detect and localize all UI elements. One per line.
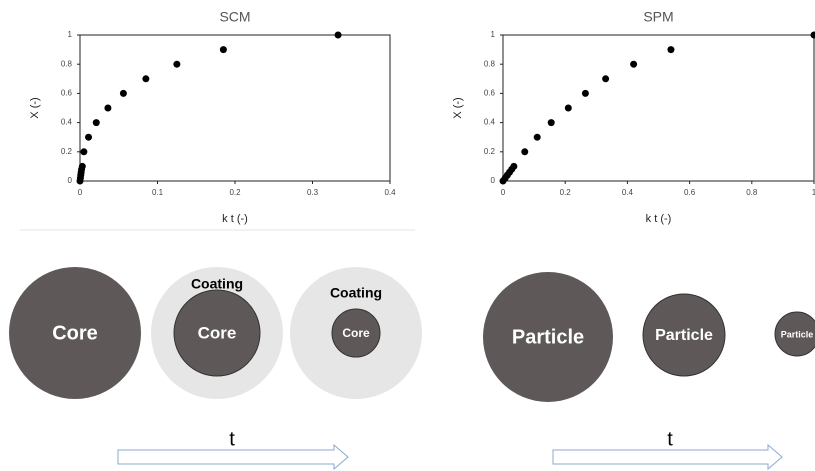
particle-label: Particle [512,326,584,348]
data-point [602,75,610,83]
particle-label: Particle [655,327,713,344]
data-point [510,162,518,170]
y-axis-label: X (-) [452,97,464,118]
y-tick-label: 0.6 [484,89,496,98]
y-tick-label: 0.2 [484,147,496,156]
plot-frame [502,34,815,182]
x-axis-label: k t (-) [222,213,248,225]
data-point [119,89,127,97]
x-tick-label: 0.2 [229,188,241,197]
x-tick-label: 1 [812,188,815,197]
particle-label: Particle [781,329,814,339]
data-point [85,133,93,141]
data-point [104,104,112,112]
y-tick-label: 0.8 [61,59,73,68]
x-axis-label: k t (-) [646,213,672,225]
time-arrow [552,443,783,471]
data-point [533,133,541,141]
plot-frame [79,34,391,182]
data-point [80,148,88,156]
y-tick-label: 0.4 [61,118,73,127]
time-label: t [229,428,235,450]
x-tick-label: 0.4 [384,188,396,197]
y-axis-label: X (-) [29,97,41,118]
data-point [667,46,675,54]
core-label: Core [198,323,237,342]
data-point [334,31,342,39]
data-point [564,104,572,112]
chart-title: SPM [643,9,673,25]
data-point [92,119,100,127]
time-label: t [667,428,673,450]
data-point [810,31,815,39]
data-point [547,119,555,127]
chart-title: SCM [219,9,250,25]
core-circle [173,289,261,377]
core-label: Core [342,326,370,340]
data-point [521,148,529,156]
time-arrow [117,443,349,471]
data-point [142,75,150,83]
y-tick-label: 0.8 [484,59,496,68]
y-tick-label: 0 [68,176,73,185]
x-tick-label: 0.2 [560,188,572,197]
x-tick-label: 0.4 [622,188,634,197]
coating-label: Coating [330,285,382,301]
coating-label: Coating [191,276,243,292]
data-point [581,89,589,97]
y-tick-label: 0.4 [484,118,496,127]
particle-circle [483,272,613,402]
x-tick-label: 0 [501,188,506,197]
x-tick-label: 0.1 [152,188,164,197]
core-circle [9,267,141,399]
data-point [630,60,638,68]
x-tick-label: 0.6 [684,188,696,197]
y-tick-label: 0.6 [61,89,73,98]
core-label: Core [52,322,98,344]
x-tick-label: 0 [78,188,83,197]
x-tick-label: 0.3 [307,188,319,197]
y-tick-label: 1 [491,30,496,39]
data-point [219,46,227,54]
y-tick-label: 0 [491,176,496,185]
data-point [173,60,181,68]
core-circle [331,308,381,358]
x-tick-label: 0.8 [746,188,758,197]
data-point [78,162,86,170]
y-tick-label: 1 [68,30,73,39]
particle-circle [774,311,815,357]
particle-circle [642,293,726,377]
y-tick-label: 0.2 [61,147,73,156]
